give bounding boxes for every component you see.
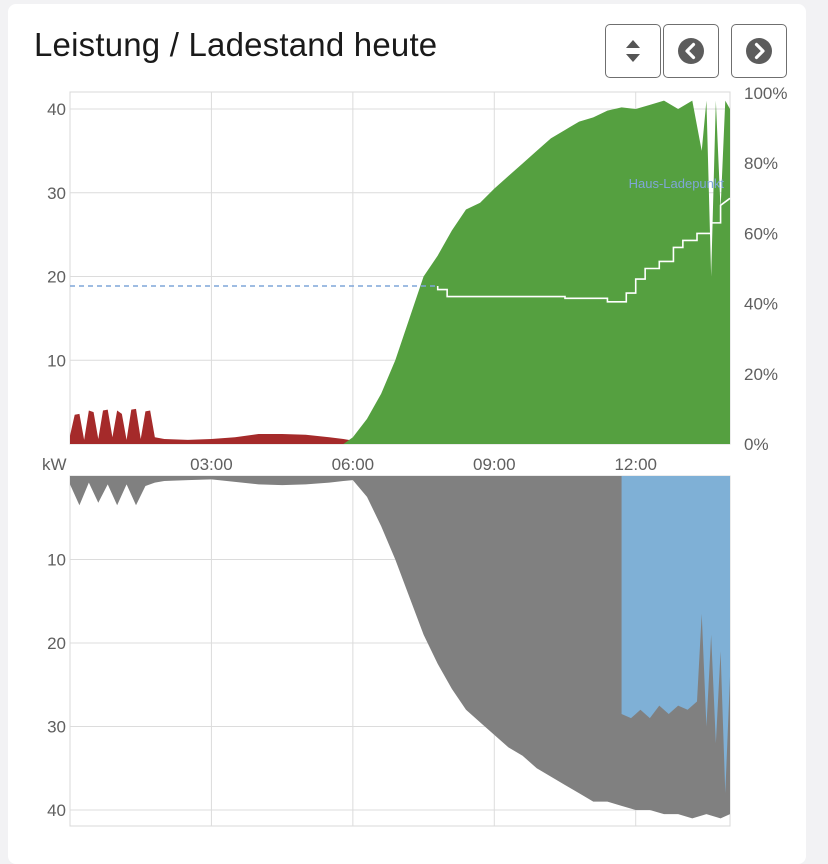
x-tick-label: 12:00 (614, 455, 657, 474)
x-tick-label: 09:00 (473, 455, 516, 474)
y-tick-label-lower: 10 (47, 551, 66, 570)
y-tick-label-upper: 40 (47, 100, 66, 119)
y-tick-label-right: 0% (744, 435, 769, 454)
grid-import-area (70, 408, 353, 444)
pv-production-area (343, 100, 730, 444)
sort-icon (626, 40, 640, 62)
y-tick-label-right: 60% (744, 224, 778, 243)
power-soc-chart: Haus-Ladepunkt 10 10 20 20 30 30 40 40 kW 0% 20% 40%… (42, 84, 787, 827)
x-tick-label: 03:00 (190, 455, 233, 474)
sort-button[interactable] (605, 24, 661, 78)
house-consumption-area (70, 476, 730, 819)
y-tick-label-right: 100% (744, 84, 787, 103)
y-tick-label-upper: 10 (47, 351, 66, 370)
y-tick-label-lower: 20 (47, 634, 66, 653)
chevron-right-icon (746, 38, 772, 64)
charging-power-area (621, 476, 730, 794)
y-tick-label-upper: 30 (47, 184, 66, 203)
chart-title: Leistung / Ladestand heute (34, 26, 438, 63)
chevron-left-icon (678, 38, 704, 64)
soc-line (436, 197, 731, 303)
next-day-button[interactable] (731, 24, 787, 78)
y-tick-label-lower: 30 (47, 718, 66, 737)
y-tick-label-right: 40% (744, 295, 778, 314)
y-tick-label-right: 80% (744, 154, 778, 173)
y-axis-unit-label: kW (42, 455, 67, 474)
y-tick-label-right: 20% (744, 365, 778, 384)
y-tick-label-lower: 40 (47, 801, 66, 820)
previous-day-button[interactable] (663, 24, 719, 78)
y-tick-label-upper: 20 (47, 268, 66, 287)
x-tick-label: 06:00 (332, 455, 375, 474)
soc-series-label: Haus-Ladepunkt (629, 176, 725, 191)
